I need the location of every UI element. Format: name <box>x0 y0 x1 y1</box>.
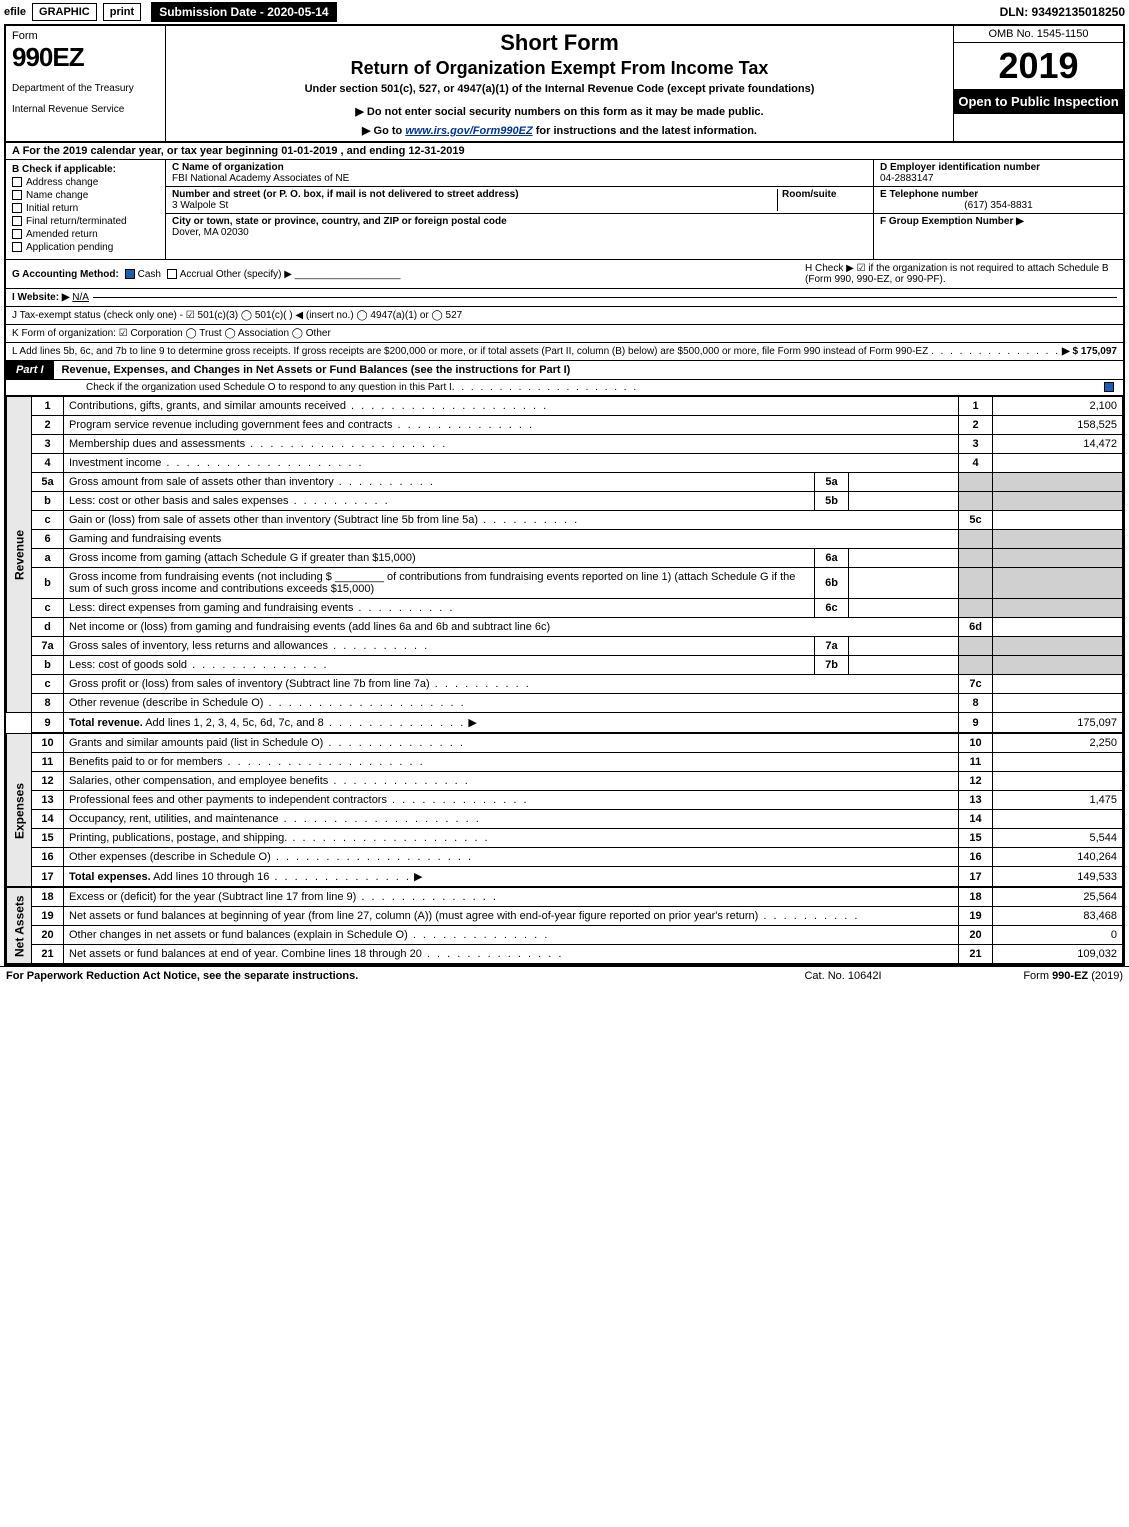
ein-label: D Employer identification number <box>880 162 1117 173</box>
line-2-amount: 158,525 <box>993 416 1123 435</box>
tax-year: 2019 <box>954 43 1123 90</box>
room-label: Room/suite <box>782 189 836 200</box>
info-block: B Check if applicable: Address change Na… <box>6 160 1123 260</box>
phone-label: E Telephone number <box>880 189 1117 200</box>
irs-label: Internal Revenue Service <box>12 104 159 115</box>
submission-date: Submission Date - 2020-05-14 <box>151 2 336 22</box>
catalog-number: Cat. No. 10642I <box>743 970 943 982</box>
group-exemption-label: F Group Exemption Number ▶ <box>880 216 1117 227</box>
line-16-amount: 140,264 <box>993 848 1123 867</box>
goto-link[interactable]: ▶ Go to www.irs.gov/Form990EZ for instru… <box>174 124 945 137</box>
column-c-org: C Name of organization FBI National Acad… <box>166 160 873 259</box>
chk-schedule-o[interactable] <box>1104 382 1114 392</box>
column-b-checkboxes: B Check if applicable: Address change Na… <box>6 160 166 259</box>
chk-initial-return[interactable]: Initial return <box>12 203 159 214</box>
expenses-table: Expenses 10 Grants and similar amounts p… <box>6 733 1123 887</box>
header-right: OMB No. 1545-1150 2019 Open to Public In… <box>953 26 1123 141</box>
gross-receipts-amount: ▶ $ 175,097 <box>1062 346 1117 357</box>
paperwork-notice: For Paperwork Reduction Act Notice, see … <box>6 970 743 982</box>
city-label: City or town, state or province, country… <box>172 216 867 227</box>
chk-application-pending[interactable]: Application pending <box>12 242 159 253</box>
street-label: Number and street (or P. O. box, if mail… <box>172 189 777 200</box>
dln: DLN: 93492135018250 <box>1000 5 1125 19</box>
line-17-amount: 149,533 <box>993 867 1123 887</box>
chk-cash[interactable] <box>125 269 135 279</box>
row-k-form-org: K Form of organization: ☑ Corporation ◯ … <box>6 325 1123 343</box>
chk-name-change[interactable]: Name change <box>12 190 159 201</box>
row-j-tax-exempt: J Tax-exempt status (check only one) - ☑… <box>6 307 1123 325</box>
line-19-amount: 83,468 <box>993 907 1123 926</box>
row-i-website: I Website: ▶ N/A <box>6 289 1123 307</box>
line-4-amount <box>993 454 1123 473</box>
do-not-enter-note: ▶ Do not enter social security numbers o… <box>174 105 945 118</box>
line-9-amount: 175,097 <box>993 713 1123 733</box>
top-bar: efile GRAPHIC print Submission Date - 20… <box>0 0 1129 24</box>
net-assets-table: Net Assets 18 Excess or (deficit) for th… <box>6 887 1123 964</box>
street-value: 3 Walpole St <box>172 200 777 211</box>
chk-amended-return[interactable]: Amended return <box>12 229 159 240</box>
part-1-label: Part I <box>6 361 54 379</box>
under-section: Under section 501(c), 527, or 4947(a)(1)… <box>174 83 945 95</box>
line-1-amount: 2,100 <box>993 397 1123 416</box>
ein-value: 04-2883147 <box>880 173 1117 184</box>
accounting-method: G Accounting Method: Cash Accrual Other … <box>12 269 797 280</box>
phone-value: (617) 354-8831 <box>880 200 1117 211</box>
website-value: N/A <box>72 292 89 303</box>
part-1-header: Part I Revenue, Expenses, and Changes in… <box>6 361 1123 380</box>
org-name-label: C Name of organization <box>172 162 867 173</box>
form-990ez-container: Form 990EZ Department of the Treasury In… <box>4 24 1125 966</box>
row-h-schedule-b: H Check ▶ ☑ if the organization is not r… <box>797 263 1117 285</box>
chk-address-change[interactable]: Address change <box>12 177 159 188</box>
department-label: Department of the Treasury <box>12 83 159 94</box>
omb-number: OMB No. 1545-1150 <box>954 26 1123 43</box>
line-20-amount: 0 <box>993 926 1123 945</box>
return-title: Return of Organization Exempt From Incom… <box>174 58 945 79</box>
chk-final-return[interactable]: Final return/terminated <box>12 216 159 227</box>
form-word: Form <box>12 30 159 42</box>
line-10-amount: 2,250 <box>993 734 1123 753</box>
part-1-sub: Check if the organization used Schedule … <box>6 380 1123 396</box>
net-assets-side-label: Net Assets <box>7 888 32 964</box>
chk-accrual[interactable] <box>167 269 177 279</box>
header-center: Short Form Return of Organization Exempt… <box>166 26 953 141</box>
expenses-side-label: Expenses <box>7 734 32 887</box>
efile-label: efile <box>4 6 26 18</box>
line-15-amount: 5,544 <box>993 829 1123 848</box>
line-21-amount: 109,032 <box>993 945 1123 964</box>
irs-url[interactable]: www.irs.gov/Form990EZ <box>405 125 532 137</box>
open-public-badge: Open to Public Inspection <box>954 90 1123 114</box>
line-13-amount: 1,475 <box>993 791 1123 810</box>
col-b-title: B Check if applicable: <box>12 164 159 175</box>
line-18-amount: 25,564 <box>993 888 1123 907</box>
graphic-button[interactable]: GRAPHIC <box>32 3 97 21</box>
row-a-period: A For the 2019 calendar year, or tax yea… <box>6 143 1123 160</box>
column-d-contact: D Employer identification number 04-2883… <box>873 160 1123 259</box>
print-button[interactable]: print <box>103 3 141 21</box>
line-3-amount: 14,472 <box>993 435 1123 454</box>
page-footer: For Paperwork Reduction Act Notice, see … <box>0 966 1129 985</box>
revenue-table: Revenue 1 Contributions, gifts, grants, … <box>6 396 1123 733</box>
city-value: Dover, MA 02030 <box>172 227 867 238</box>
form-header: Form 990EZ Department of the Treasury In… <box>6 26 1123 143</box>
short-form-title: Short Form <box>174 30 945 56</box>
form-number: 990EZ <box>12 42 159 73</box>
row-l-gross-receipts: L Add lines 5b, 6c, and 7b to line 9 to … <box>6 343 1123 361</box>
form-designation: Form 990-EZ (2019) <box>943 970 1123 982</box>
header-left: Form 990EZ Department of the Treasury In… <box>6 26 166 141</box>
org-name: FBI National Academy Associates of NE <box>172 173 867 184</box>
revenue-side-label: Revenue <box>7 397 32 713</box>
row-g-h: G Accounting Method: Cash Accrual Other … <box>6 260 1123 289</box>
part-1-title: Revenue, Expenses, and Changes in Net As… <box>54 364 1123 376</box>
